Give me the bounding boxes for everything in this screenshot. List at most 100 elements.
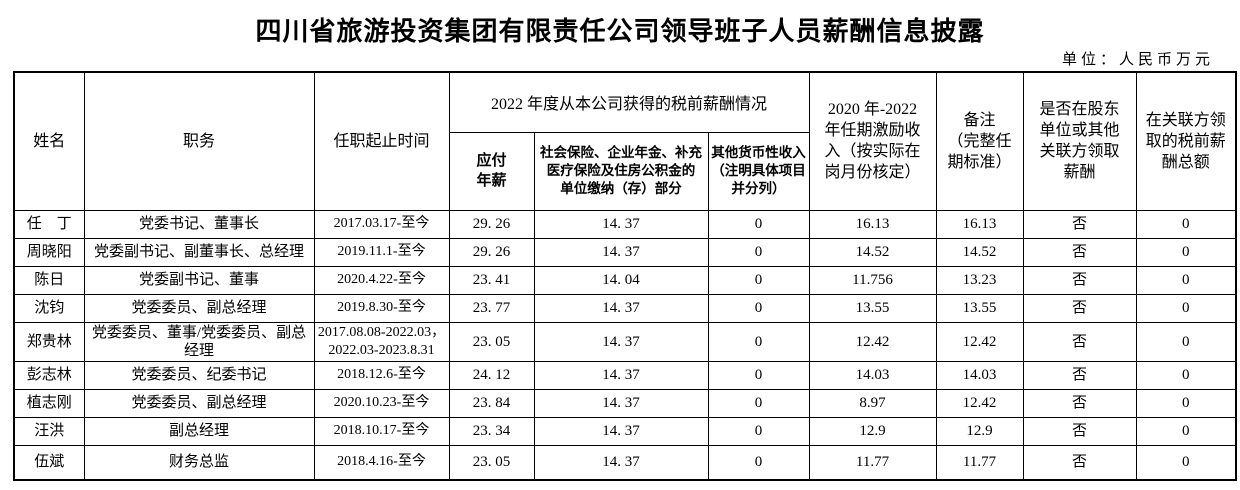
table-row: 郑贵林 党委委员、董事/党委委员、副总 经理 2017.08.08-2022.03，… xyxy=(13,321,1237,362)
page-title: 四川省旅游投资集团有限责任公司领导班子人员薪酬信息披露 xyxy=(255,16,985,46)
table-row: 陈日 党委副书记、董事 2020.4.22-至今 23. 41 14. 04 0 11.75… xyxy=(13,265,1237,295)
header-remark: 备注 （完整任 期标准） xyxy=(935,71,1024,211)
cell-term: 2019.11.1-至今 xyxy=(313,237,450,267)
header-row-sub: 应付 年薪 社会保险、企业年金、补充 医疗保险及住房公积金的 单位缴纳（存）部分… xyxy=(14,131,1236,211)
cell-other: 0 xyxy=(707,237,810,267)
cell-incentive: 12.9 xyxy=(808,416,937,446)
cell-social: 14. 37 xyxy=(533,388,709,418)
cell-remark: 14.03 xyxy=(935,360,1024,390)
header-payable-salary: 应付 年薪 xyxy=(448,131,535,211)
cell-position: 副总经理 xyxy=(83,416,315,446)
cell-remark: 12.42 xyxy=(935,321,1024,362)
cell-remark: 14.52 xyxy=(935,237,1024,267)
cell-term: 2020.4.22-至今 xyxy=(313,265,450,295)
cell-other: 0 xyxy=(707,321,810,362)
cell-position: 党委委员、董事/党委委员、副总 经理 xyxy=(83,321,315,362)
cell-payable: 23. 05 xyxy=(448,321,535,362)
cell-position: 党委委员、副总经理 xyxy=(83,388,315,418)
cell-amount: 0 xyxy=(1135,237,1237,267)
cell-term: 2018.12.6-至今 xyxy=(313,360,450,390)
cell-flag: 否 xyxy=(1022,293,1137,323)
cell-payable: 23. 34 xyxy=(448,416,535,446)
cell-position: 党委副书记、董事 xyxy=(83,265,315,295)
cell-payable: 24. 12 xyxy=(448,360,535,390)
cell-term: 2017.08.08-2022.03， 2022.03-2023.8.31 xyxy=(313,321,450,362)
header-related-party-flag: 是否在股东 单位或其他 关联方领取 薪酬 xyxy=(1022,71,1137,211)
cell-payable: 29. 26 xyxy=(448,237,535,267)
cell-position: 党委委员、副总经理 xyxy=(83,293,315,323)
cell-amount: 0 xyxy=(1135,209,1237,239)
cell-name: 任 丁 xyxy=(13,209,85,239)
cell-other: 0 xyxy=(707,444,810,481)
cell-social: 14. 37 xyxy=(533,293,709,323)
page: { "page": { "title": "四川省旅游投资集团有限责任公司领导班… xyxy=(0,15,1240,490)
cell-term: 2017.03.17-至今 xyxy=(313,209,450,239)
salary-table: 姓名 职务 任职起止时间 2022 年度从本公司获得的税前薪酬情况 2020 年… xyxy=(13,71,1237,481)
cell-flag: 否 xyxy=(1022,209,1137,239)
table-row: 彭志林 党委委员、纪委书记 2018.12.6-至今 24. 12 14. 37 0 14.… xyxy=(13,360,1237,390)
cell-social: 14. 37 xyxy=(533,360,709,390)
cell-payable: 23. 84 xyxy=(448,388,535,418)
table-row: 沈钧 党委委员、副总经理 2019.8.30-至今 23. 77 14. 37 0 13.5… xyxy=(13,293,1237,323)
cell-payable: 29. 26 xyxy=(448,209,535,239)
cell-remark: 13.55 xyxy=(935,293,1024,323)
header-salary-2022-group: 2022 年度从本公司获得的税前薪酬情况 xyxy=(448,71,810,133)
table-row: 周晓阳 党委副书记、副董事长、总经理 2019.11.1-至今 29. 26 14. 3… xyxy=(13,237,1237,267)
cell-amount: 0 xyxy=(1135,265,1237,295)
cell-flag: 否 xyxy=(1022,360,1137,390)
cell-incentive: 14.52 xyxy=(808,237,937,267)
document: 四川省旅游投资集团有限责任公司领导班子人员薪酬信息披露 单位：人民币万元 姓名 … xyxy=(0,15,1240,481)
table-row: 植志刚 党委委员、副总经理 2020.10.23-至今 23. 84 14. 37 0 8.… xyxy=(13,388,1237,418)
cell-flag: 否 xyxy=(1022,388,1137,418)
header-social-insurance: 社会保险、企业年金、补充 医疗保险及住房公积金的 单位缴纳（存）部分 xyxy=(533,131,709,211)
cell-other: 0 xyxy=(707,416,810,446)
header-row-main: 姓名 职务 任职起止时间 2022 年度从本公司获得的税前薪酬情况 2020 年… xyxy=(13,71,1237,211)
cell-position: 党委委员、纪委书记 xyxy=(83,360,315,390)
cell-incentive: 16.13 xyxy=(808,209,937,239)
cell-amount: 0 xyxy=(1135,388,1237,418)
cell-remark: 12.42 xyxy=(935,388,1024,418)
cell-amount: 0 xyxy=(1135,444,1237,481)
cell-social: 14. 04 xyxy=(533,265,709,295)
header-other-income: 其他货币性收入 （注明具体项目 并分列） xyxy=(707,131,810,211)
cell-term: 2020.10.23-至今 xyxy=(313,388,450,418)
cell-name: 沈钧 xyxy=(13,293,85,323)
unit-label: 单位：人民币万元 xyxy=(1061,52,1214,68)
cell-remark: 11.77 xyxy=(935,444,1024,481)
cell-other: 0 xyxy=(707,360,810,390)
cell-incentive: 13.55 xyxy=(808,293,937,323)
table-body: 任 丁党委书记、董事长 2017.03.17-至今 29. 26 14. 37 0 16.… xyxy=(13,209,1237,481)
cell-amount: 0 xyxy=(1135,416,1237,446)
cell-term: 2018.4.16-至今 xyxy=(313,444,450,481)
cell-flag: 否 xyxy=(1022,444,1137,481)
table-row: 伍斌 财务总监 2018.4.16-至今 23. 05 14. 37 0 11.77 11.7… xyxy=(13,444,1237,481)
cell-remark: 13.23 xyxy=(935,265,1024,295)
cell-position: 党委书记、董事长 xyxy=(83,209,315,239)
cell-flag: 否 xyxy=(1022,416,1137,446)
cell-name: 伍斌 xyxy=(13,444,85,481)
cell-social: 14. 37 xyxy=(533,237,709,267)
cell-flag: 否 xyxy=(1022,265,1137,295)
header-incentive: 2020 年-2022 年任期激励收 入（按实际在 岗月份核定） xyxy=(808,71,937,211)
cell-incentive: 14.03 xyxy=(808,360,937,390)
cell-amount: 0 xyxy=(1135,360,1237,390)
table-row: 汪洪 副总经理 2018.10.17-至今 23. 34 14. 37 0 12.9 12.9… xyxy=(13,416,1237,446)
header-term: 任职起止时间 xyxy=(313,71,450,211)
cell-social: 14. 37 xyxy=(533,321,709,362)
cell-remark: 16.13 xyxy=(935,209,1024,239)
cell-other: 0 xyxy=(707,293,810,323)
cell-other: 0 xyxy=(707,265,810,295)
cell-name: 植志刚 xyxy=(13,388,85,418)
cell-social: 14. 37 xyxy=(533,416,709,446)
cell-social: 14. 37 xyxy=(533,444,709,481)
cell-amount: 0 xyxy=(1135,293,1237,323)
cell-payable: 23. 41 xyxy=(448,265,535,295)
table-header: 姓名 职务 任职起止时间 2022 年度从本公司获得的税前薪酬情况 2020 年… xyxy=(13,71,1237,211)
cell-incentive: 12.42 xyxy=(808,321,937,362)
cell-position: 财务总监 xyxy=(83,444,315,481)
cell-social: 14. 37 xyxy=(533,209,709,239)
cell-name: 彭志林 xyxy=(13,360,85,390)
cell-position: 党委副书记、副董事长、总经理 xyxy=(83,237,315,267)
header-related-party-amount: 在关联方领 取的税前薪 酬总额 xyxy=(1135,71,1237,211)
cell-term: 2018.10.17-至今 xyxy=(313,416,450,446)
